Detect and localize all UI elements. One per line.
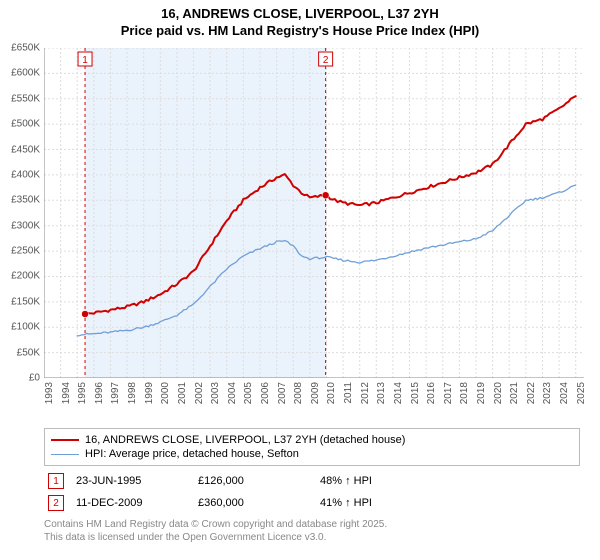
legend-swatch-1 xyxy=(51,439,79,441)
chart-container: 16, ANDREWS CLOSE, LIVERPOOL, L37 2YH Pr… xyxy=(0,0,600,560)
x-tick-label: 2005 xyxy=(243,382,254,404)
title-line-1: 16, ANDREWS CLOSE, LIVERPOOL, L37 2YH xyxy=(0,6,600,23)
x-tick-label: 2003 xyxy=(210,382,221,404)
x-tick-label: 2013 xyxy=(376,382,387,404)
x-tick-label: 2014 xyxy=(393,382,404,404)
y-tick-label: £450K xyxy=(11,144,40,155)
y-tick-label: £550K xyxy=(11,93,40,104)
x-tick-label: 2002 xyxy=(194,382,205,404)
legend-swatch-2 xyxy=(51,454,79,455)
y-tick-label: £600K xyxy=(11,68,40,79)
x-tick-label: 2021 xyxy=(509,382,520,404)
x-tick-label: 1999 xyxy=(144,382,155,404)
x-tick-label: 2023 xyxy=(542,382,553,404)
x-tick-label: 2008 xyxy=(293,382,304,404)
x-tick-label: 2006 xyxy=(260,382,271,404)
x-tick-label: 2016 xyxy=(426,382,437,404)
x-tick-label: 2000 xyxy=(160,382,171,404)
y-tick-label: £650K xyxy=(11,43,40,54)
x-tick-label: 2022 xyxy=(526,382,537,404)
marker-date: 23-JUN-1995 xyxy=(76,475,186,487)
x-tick-label: 1995 xyxy=(77,382,88,404)
x-tick-label: 2019 xyxy=(476,382,487,404)
x-tick-label: 1996 xyxy=(94,382,105,404)
x-tick-label: 2015 xyxy=(410,382,421,404)
y-tick-label: £0 xyxy=(29,373,40,384)
x-axis: 1993 1994 1995 1996 1997 1998 1999 2000 2001 2002… xyxy=(44,378,584,428)
marker-price: £360,000 xyxy=(198,497,308,509)
x-tick-label: 2011 xyxy=(343,382,354,404)
marker-badge: 2 xyxy=(48,495,64,511)
x-tick-label: 1998 xyxy=(127,382,138,404)
y-tick-label: £350K xyxy=(11,195,40,206)
marker-hpi: 48% ↑ HPI xyxy=(320,475,430,487)
x-tick-label: 2020 xyxy=(493,382,504,404)
x-tick-label: 1994 xyxy=(61,382,72,404)
plot-svg: 12 xyxy=(44,48,584,378)
marker-badge: 1 xyxy=(48,473,64,489)
x-tick-label: 2024 xyxy=(559,382,570,404)
x-tick-label: 2007 xyxy=(277,382,288,404)
marker-row: 1 23-JUN-1995 £126,000 48% ↑ HPI xyxy=(44,470,580,492)
footer-line-2: This data is licensed under the Open Gov… xyxy=(44,531,580,544)
legend-label-1: 16, ANDREWS CLOSE, LIVERPOOL, L37 2YH (d… xyxy=(85,434,405,446)
title-block: 16, ANDREWS CLOSE, LIVERPOOL, L37 2YH Pr… xyxy=(0,0,600,40)
y-tick-label: £150K xyxy=(11,296,40,307)
svg-text:1: 1 xyxy=(82,55,88,66)
legend-row-1: 16, ANDREWS CLOSE, LIVERPOOL, L37 2YH (d… xyxy=(51,433,573,447)
marker-price: £126,000 xyxy=(198,475,308,487)
x-tick-label: 1997 xyxy=(110,382,121,404)
marker-row: 2 11-DEC-2009 £360,000 41% ↑ HPI xyxy=(44,492,580,514)
y-tick-label: £250K xyxy=(11,246,40,257)
x-tick-label: 2025 xyxy=(576,382,587,404)
x-tick-label: 1993 xyxy=(44,382,55,404)
footer-line-1: Contains HM Land Registry data © Crown c… xyxy=(44,518,580,531)
x-tick-label: 2017 xyxy=(443,382,454,404)
y-tick-label: £100K xyxy=(11,322,40,333)
y-axis: £0£50K£100K£150K£200K£250K£300K£350K£400… xyxy=(0,48,42,378)
y-tick-label: £50K xyxy=(17,347,40,358)
y-tick-label: £200K xyxy=(11,271,40,282)
legend-row-2: HPI: Average price, detached house, Seft… xyxy=(51,447,573,461)
y-tick-label: £300K xyxy=(11,220,40,231)
x-tick-label: 2010 xyxy=(326,382,337,404)
marker-hpi: 41% ↑ HPI xyxy=(320,497,430,509)
title-line-2: Price paid vs. HM Land Registry's House … xyxy=(0,23,600,40)
marker-date: 11-DEC-2009 xyxy=(76,497,186,509)
y-tick-label: £500K xyxy=(11,119,40,130)
x-tick-label: 2012 xyxy=(360,382,371,404)
x-tick-label: 2001 xyxy=(177,382,188,404)
svg-text:2: 2 xyxy=(323,55,329,66)
legend-label-2: HPI: Average price, detached house, Seft… xyxy=(85,448,299,460)
x-tick-label: 2018 xyxy=(459,382,470,404)
x-tick-label: 2004 xyxy=(227,382,238,404)
footer-note: Contains HM Land Registry data © Crown c… xyxy=(44,518,580,544)
x-tick-label: 2009 xyxy=(310,382,321,404)
legend-box: 16, ANDREWS CLOSE, LIVERPOOL, L37 2YH (d… xyxy=(44,428,580,466)
markers-table: 1 23-JUN-1995 £126,000 48% ↑ HPI 2 11-DEC-200… xyxy=(44,470,580,514)
y-tick-label: £400K xyxy=(11,169,40,180)
plot-area: 12 xyxy=(44,48,584,378)
